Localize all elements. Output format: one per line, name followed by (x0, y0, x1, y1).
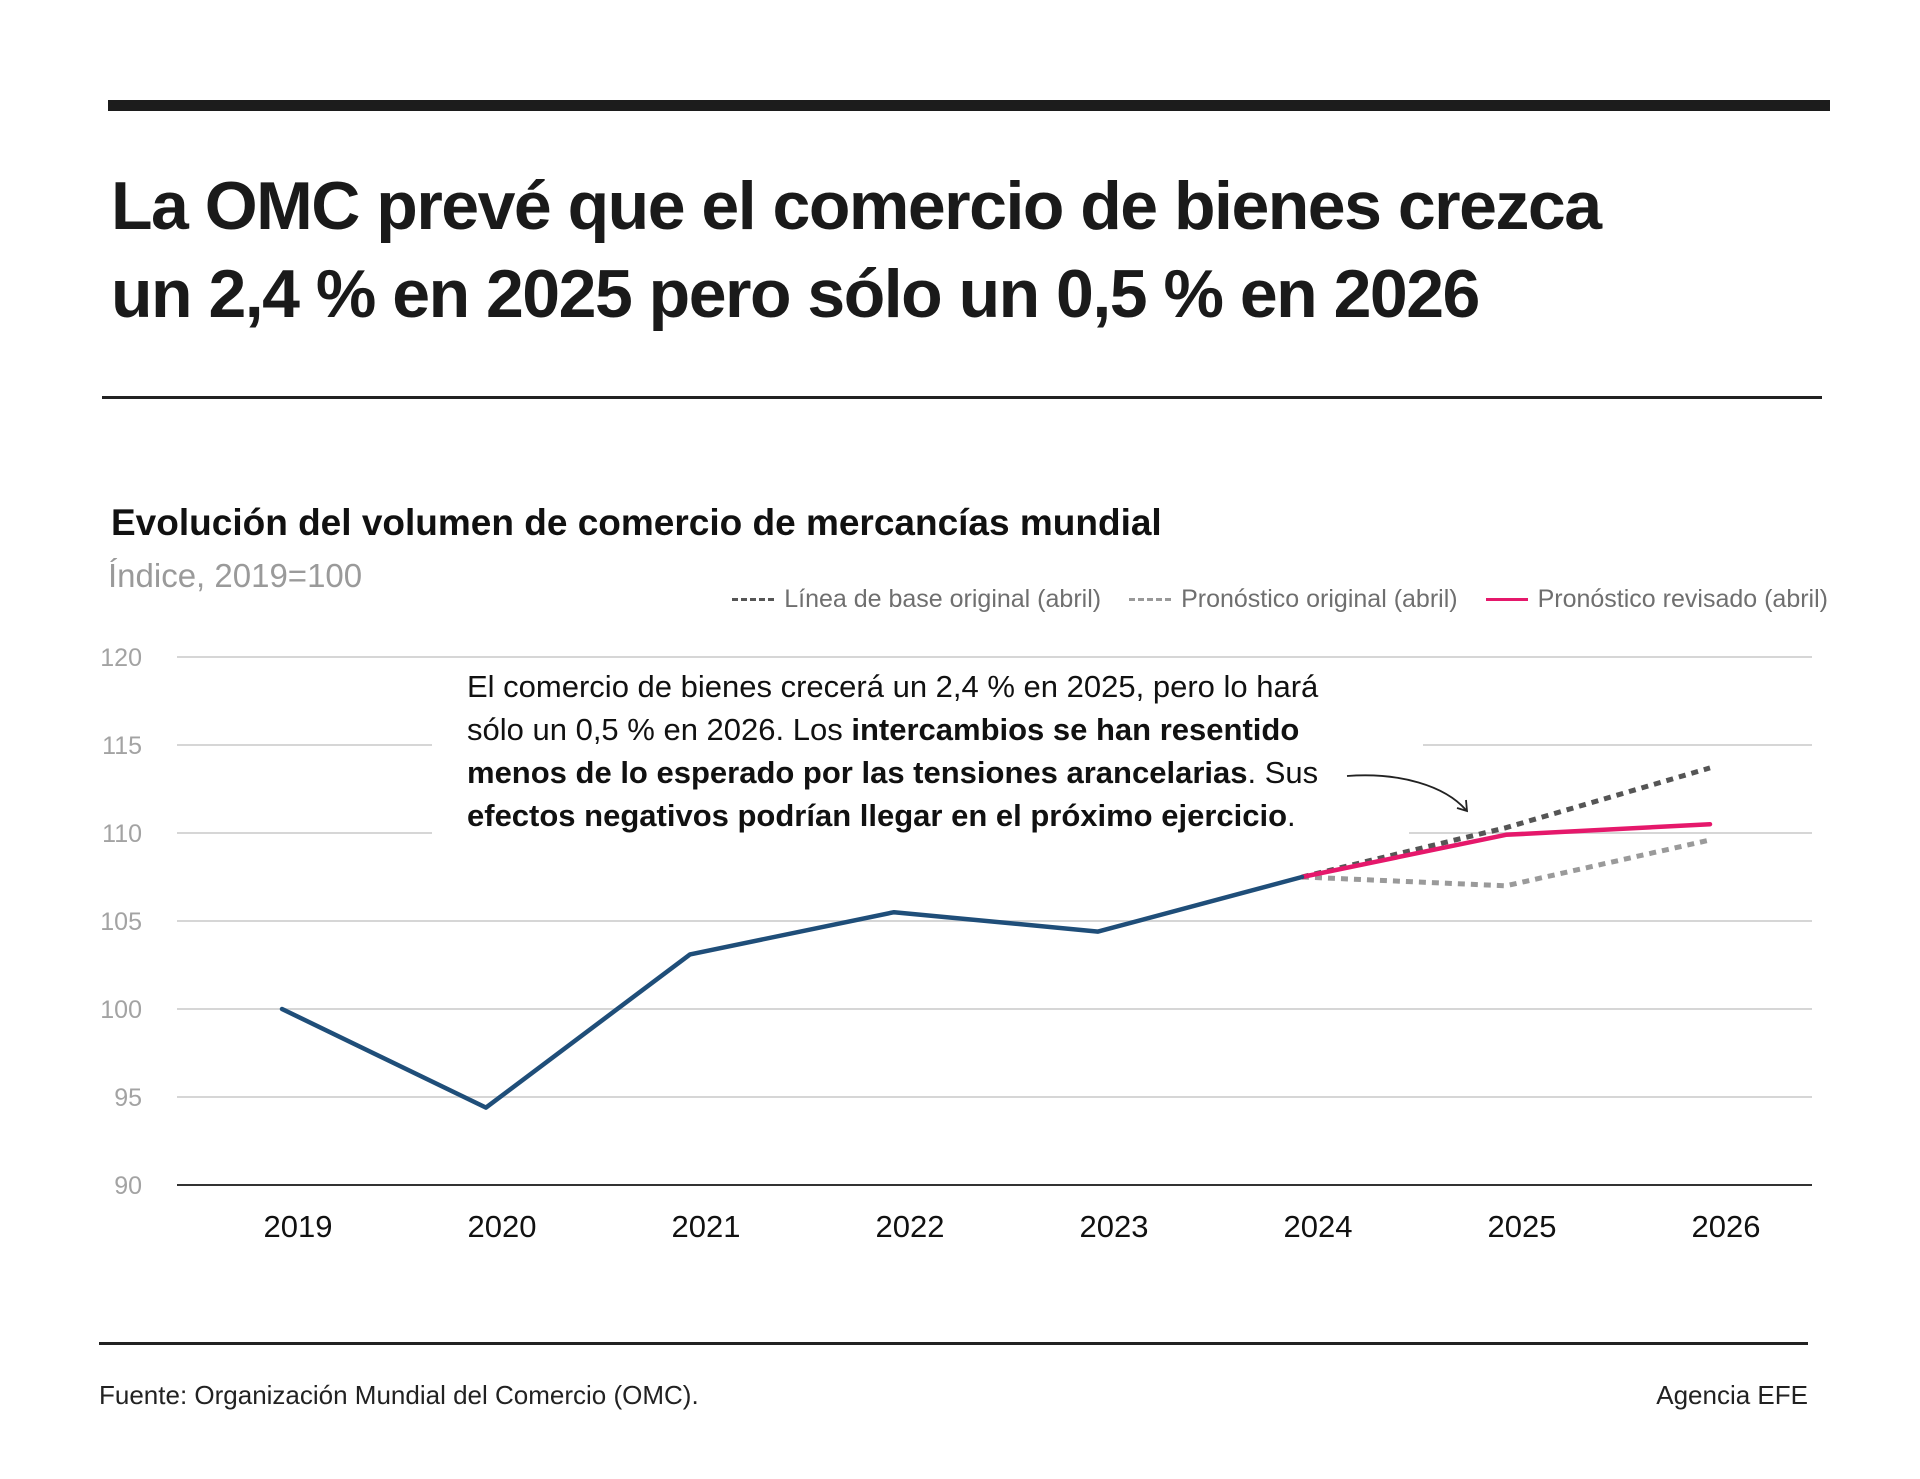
y-tick-label: 90 (114, 1172, 142, 1200)
x-tick-label: 2026 (1692, 1209, 1761, 1244)
y-tick-label: 100 (100, 996, 142, 1024)
x-tick-label: 2024 (1284, 1209, 1353, 1244)
legend-item-baseline: Línea de base original (abril) (732, 585, 1101, 614)
chart-title: Evolución del volumen de comercio de mer… (111, 502, 1162, 543)
legend-label: Pronóstico revisado (abril) (1537, 585, 1828, 613)
legend-swatch-dashed-light (1129, 598, 1172, 601)
y-tick-label: 110 (102, 820, 142, 848)
x-tick-label: 2019 (264, 1209, 333, 1244)
source-note: Fuente: Organización Mundial del Comerci… (99, 1380, 699, 1410)
headline-line-2: un 2,4 % en 2025 pero sólo un 0,5 % en 2… (111, 256, 1480, 332)
legend-swatch-solid-pink (1485, 598, 1528, 601)
legend-item-original-forecast: Pronóstico original (abril) (1129, 585, 1458, 614)
legend-item-revised-forecast: Pronóstico revisado (abril) (1485, 585, 1828, 614)
y-tick-label: 120 (100, 644, 142, 672)
annotation-text: . Sus (1247, 755, 1319, 790)
annotation-bold-text: efectos negativos podrían llegar en el p… (467, 798, 1288, 833)
x-tick-label: 2025 (1488, 1209, 1557, 1244)
annotation-arrowhead (1456, 799, 1469, 813)
footer-divider (99, 1342, 1808, 1345)
series-original-forecast-line (1301, 837, 1711, 889)
headline-divider (102, 396, 1822, 399)
x-tick-label: 2020 (468, 1209, 537, 1244)
top-rule (108, 100, 1830, 111)
annotation-text: El comercio de bienes crecerá un 2,4 % e… (467, 669, 1319, 747)
x-tick-label: 2021 (672, 1209, 741, 1244)
legend-label: Pronóstico original (abril) (1181, 585, 1458, 613)
legend-swatch-dashed-dark (732, 598, 775, 601)
headline: La OMC prevé que el comercio de bienes c… (111, 162, 1811, 338)
credit: Agencia EFE (1656, 1380, 1808, 1410)
chart-subtitle: Índice, 2019=100 (108, 557, 363, 594)
annotation-bold-text: intercambios se han resentido menos de l… (467, 712, 1300, 790)
x-tick-label: 2022 (876, 1209, 945, 1244)
x-tick-label: 2023 (1080, 1209, 1149, 1244)
y-tick-label: 115 (102, 732, 142, 760)
legend-label: Línea de base original (abril) (784, 585, 1102, 613)
annotation-text: . (1287, 798, 1296, 833)
annotation-arrow (1346, 774, 1467, 811)
series-actual-line (279, 874, 1305, 1110)
headline-line-1: La OMC prevé que el comercio de bienes c… (111, 168, 1602, 244)
chart-annotation: El comercio de bienes crecerá un 2,4 % e… (467, 665, 1367, 837)
y-tick-label: 95 (114, 1084, 142, 1112)
legend: Línea de base original (abril) Pronóstic… (732, 585, 1828, 614)
y-tick-label: 105 (100, 908, 142, 936)
